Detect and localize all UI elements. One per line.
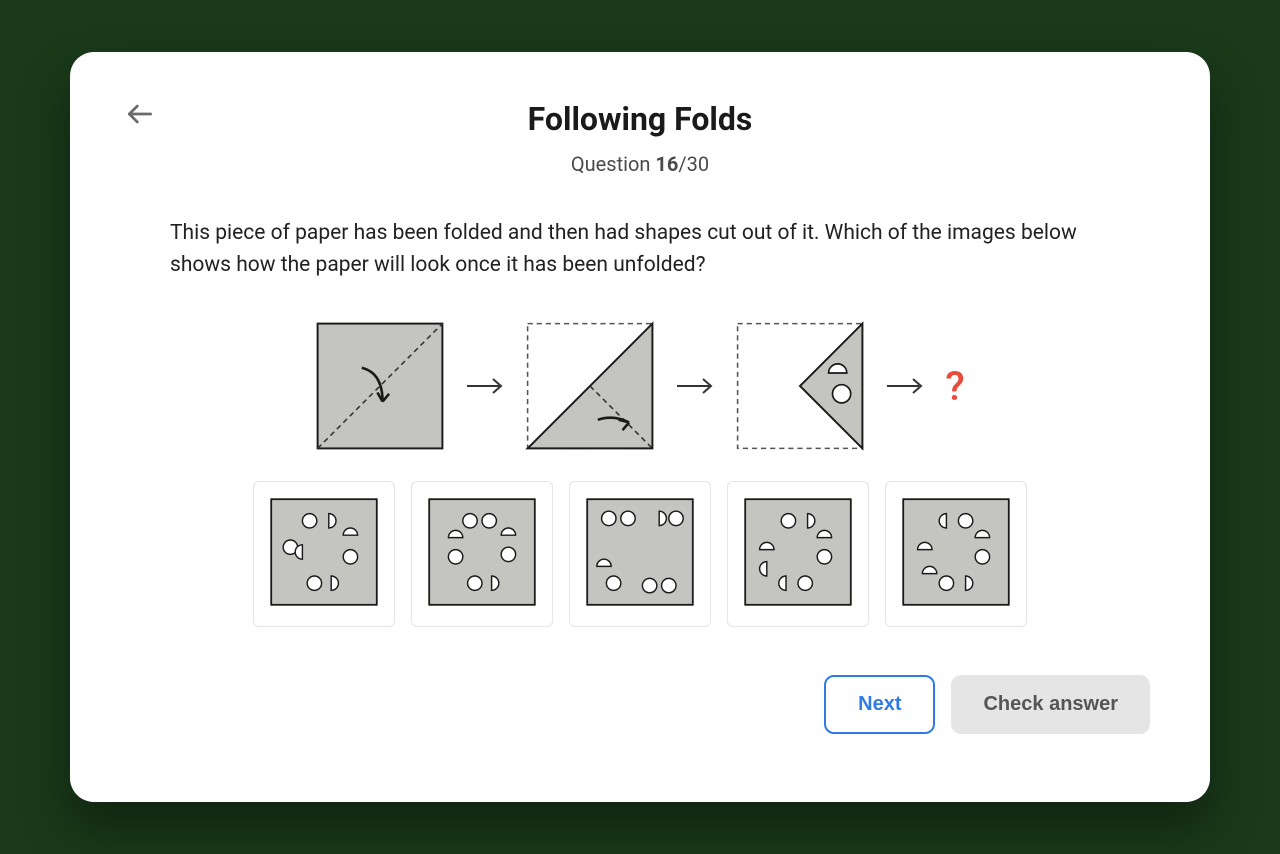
question-counter: Question 16/30: [130, 152, 1150, 176]
answer-option-c[interactable]: [569, 481, 711, 627]
arrow-icon: [465, 374, 505, 398]
answer-options: [130, 481, 1150, 627]
fold-step-1: [315, 321, 445, 451]
question-current: 16: [655, 152, 678, 176]
question-label: Question: [571, 152, 656, 176]
answer-option-d[interactable]: [727, 481, 869, 627]
answer-option-a[interactable]: [253, 481, 395, 627]
question-mark-icon: ?: [945, 363, 964, 410]
fold-step-3: [735, 321, 865, 451]
fold-sequence: ?: [130, 321, 1150, 451]
footer-actions: Next Check answer: [130, 675, 1150, 734]
fold-step-2: [525, 321, 655, 451]
quiz-card: Following Folds Question 16/30 This piec…: [70, 52, 1210, 802]
question-sep: /: [678, 152, 686, 176]
page-title: Following Folds: [130, 100, 1150, 138]
question-prompt: This piece of paper has been folded and …: [130, 218, 1150, 281]
next-button[interactable]: Next: [824, 675, 935, 734]
arrow-icon: [675, 374, 715, 398]
answer-option-b[interactable]: [411, 481, 553, 627]
back-button[interactable]: [120, 94, 160, 134]
question-total: 30: [687, 152, 709, 176]
answer-option-e[interactable]: [885, 481, 1027, 627]
check-answer-button[interactable]: Check answer: [951, 675, 1150, 734]
arrow-icon: [885, 374, 925, 398]
